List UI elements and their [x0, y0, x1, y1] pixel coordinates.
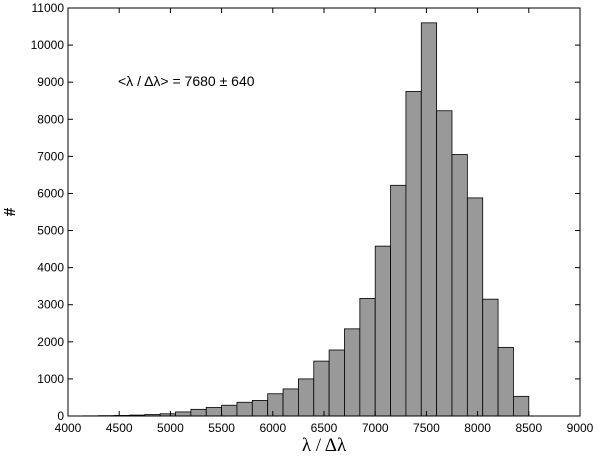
histogram-bar [190, 408, 207, 417]
x-axis-label: λ / Δλ [302, 435, 347, 456]
histogram-bar [236, 401, 253, 417]
y-axis-ticks: 0 1000 2000 3000 4000 5000 6000 7000 8000 9000 100… [31, 1, 580, 423]
plot-frame [67, 7, 581, 417]
histogram-bar [282, 388, 299, 417]
x-tick-label: 8000 [464, 421, 491, 435]
histogram-bar [482, 298, 499, 417]
y-tick-label: 11000 [32, 1, 65, 15]
y-tick-label: 0 [57, 409, 64, 423]
x-tick-label: 4000 [55, 421, 82, 435]
histogram-bar [267, 393, 284, 417]
x-axis-ticks: 4000 4500 5000 5500 6000 6500 7000 7500 8000 8500… [55, 8, 594, 435]
histogram-bar [205, 407, 223, 417]
x-tick-label: 7500 [413, 421, 440, 435]
histogram-bar [221, 404, 238, 417]
x-tick-label: 9000 [567, 421, 594, 435]
x-tick-label: 5500 [208, 421, 235, 435]
histogram-bar [344, 328, 361, 417]
x-tick-label: 6000 [259, 421, 286, 435]
y-tick-label: 9000 [37, 75, 64, 89]
y-tick-label: 6000 [37, 186, 64, 200]
y-tick-label: 5000 [37, 224, 64, 238]
bars-group [82, 22, 530, 417]
histogram-bar [328, 349, 345, 417]
x-tick-label: 7000 [362, 421, 389, 435]
y-tick-label: 7000 [37, 149, 64, 163]
y-tick-label: 3000 [37, 298, 64, 312]
histogram-bar [451, 154, 468, 417]
histogram-bar [436, 110, 453, 417]
histogram-bar [513, 395, 530, 417]
histogram-bar [359, 298, 376, 417]
histogram-bar [405, 91, 422, 417]
y-tick-label: 2000 [37, 335, 64, 349]
y-axis-label: # [0, 207, 19, 216]
y-tick-label: 8000 [37, 112, 64, 126]
mean-annotation: <λ / Δλ> = 7680 ± 640 [118, 73, 255, 89]
y-tick-label: 1000 [37, 372, 64, 386]
histogram-bar [497, 346, 514, 417]
histogram-bar [390, 184, 407, 417]
histogram-bar [374, 245, 391, 417]
x-tick-label: 8500 [515, 421, 542, 435]
y-tick-label: 10000 [31, 38, 65, 52]
histogram-bar [175, 411, 192, 417]
histogram-bar [466, 197, 484, 417]
x-tick-label: 4500 [106, 421, 133, 435]
histogram-bar [420, 22, 438, 417]
x-tick-label: 5000 [157, 421, 184, 435]
y-tick-label: 4000 [37, 261, 64, 275]
histogram-bar [251, 400, 269, 417]
histogram-bar [313, 360, 330, 417]
x-tick-label: 6500 [311, 421, 338, 435]
histogram-bar [297, 378, 315, 417]
